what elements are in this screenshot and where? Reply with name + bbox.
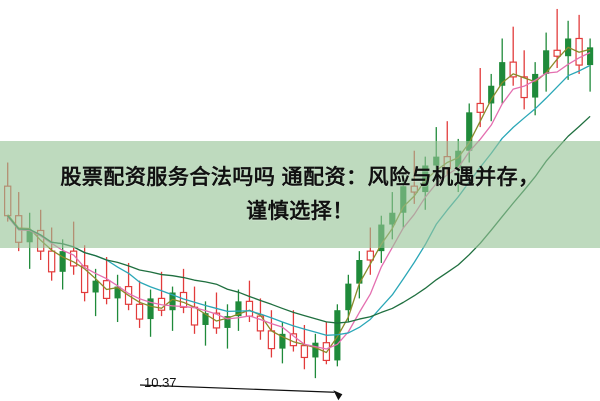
low-price-annotation-label: 10.37	[144, 375, 177, 390]
overlay-text-banner: 股票配资服务合法吗吗 通配资：风险与机遇并存， 谨慎选择！	[0, 141, 600, 248]
annotation-layer	[139, 384, 343, 401]
overlay-headline: 股票配资服务合法吗吗 通配资：风险与机遇并存， 谨慎选择！	[60, 165, 540, 223]
